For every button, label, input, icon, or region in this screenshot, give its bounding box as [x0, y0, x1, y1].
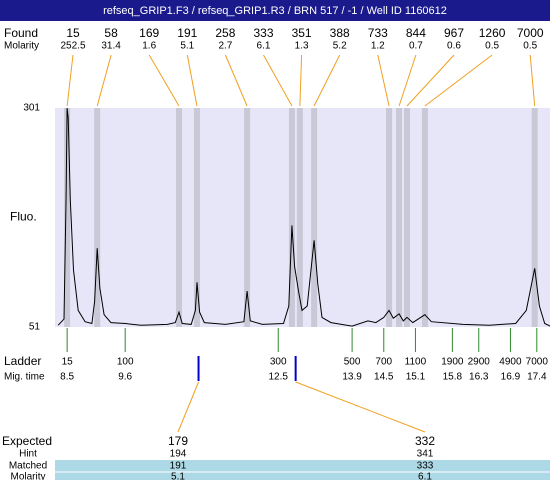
- found-molarity: 0.6: [447, 41, 461, 52]
- found-molarity: 31.4: [101, 41, 121, 52]
- found-molarity: 2.7: [218, 41, 232, 52]
- found-size: 967: [444, 26, 464, 40]
- expected-connector: [177, 381, 200, 433]
- y-tick-label: 301: [23, 103, 40, 114]
- row-label: Molarity: [10, 472, 45, 480]
- ladder-label: Ladder: [4, 354, 41, 368]
- found-size: 15: [66, 26, 80, 40]
- peak-band: [403, 108, 410, 327]
- found-label: Found: [4, 26, 38, 40]
- ladder-time: 9.6: [118, 372, 132, 383]
- found-molarity: 252.5: [60, 41, 85, 52]
- ladder-size: 2900: [468, 357, 491, 368]
- expected-value: 179: [168, 434, 188, 448]
- peak-band: [386, 108, 393, 327]
- molarity-label: Molarity: [4, 41, 39, 52]
- connector: [66, 54, 74, 107]
- peak-band: [296, 108, 303, 327]
- ladder-time: 12.5: [268, 372, 288, 383]
- found-molarity: 1.6: [142, 41, 156, 52]
- found-size: 1260: [479, 26, 506, 40]
- found-size: 58: [104, 26, 118, 40]
- row-label: Expected: [2, 434, 52, 448]
- row-label: Matched: [9, 461, 47, 472]
- found-size: 351: [292, 26, 312, 40]
- connector: [529, 54, 536, 107]
- peak-band: [421, 108, 428, 327]
- expected-connector: [295, 381, 426, 433]
- found-size: 258: [215, 26, 235, 40]
- connector: [398, 54, 417, 107]
- ladder-time: 14.5: [374, 372, 394, 383]
- expected-value: 332: [415, 434, 435, 448]
- ladder-size: 7000: [526, 357, 549, 368]
- connector: [313, 54, 341, 107]
- peak-band: [311, 108, 318, 327]
- y-tick-label: 51: [29, 322, 41, 333]
- peak-band: [531, 108, 538, 327]
- ladder-size: 15: [62, 357, 74, 368]
- ladder-size: 300: [270, 357, 287, 368]
- matched-value: 333: [417, 461, 434, 472]
- found-size: 7000: [517, 26, 544, 40]
- hint-value: 341: [417, 449, 434, 460]
- ladder-size: 1900: [441, 357, 464, 368]
- peak-band: [176, 108, 183, 327]
- mig-time-label: Mig. time: [4, 372, 45, 383]
- found-molarity: 6.1: [257, 41, 271, 52]
- title-bar: [0, 0, 550, 21]
- found-size: 169: [139, 26, 159, 40]
- found-molarity: 5.2: [333, 41, 347, 52]
- found-size: 191: [177, 26, 197, 40]
- title: refseq_GRIP1.F3 / refseq_GRIP1.R3 / BRN …: [103, 5, 447, 17]
- found-molarity: 1.2: [371, 41, 385, 52]
- hint-value: 194: [170, 449, 187, 460]
- found-size: 388: [330, 26, 350, 40]
- found-molarity: 0.5: [485, 41, 499, 52]
- connector: [424, 54, 493, 107]
- ladder-size: 700: [375, 357, 392, 368]
- peak-band: [193, 108, 200, 327]
- matched-value: 191: [170, 461, 187, 472]
- connector: [186, 54, 198, 107]
- connector: [299, 54, 303, 107]
- trace: [57, 107, 550, 327]
- found-size: 733: [368, 26, 388, 40]
- molarity-value: 5.1: [171, 472, 185, 480]
- found-molarity: 0.7: [409, 41, 423, 52]
- ladder-time: 15.8: [443, 372, 463, 383]
- ladder-time: 16.9: [501, 372, 521, 383]
- matched-background: [55, 460, 550, 480]
- row-label: Hint: [19, 449, 37, 460]
- ladder-size: 100: [117, 357, 134, 368]
- connector: [263, 54, 293, 107]
- peak-band: [64, 108, 71, 327]
- ladder-time: 8.5: [60, 372, 74, 383]
- found-molarity: 0.5: [523, 41, 537, 52]
- peak-band: [244, 108, 251, 327]
- connector: [224, 54, 248, 107]
- ladder-time: 17.4: [527, 372, 547, 383]
- connector: [148, 54, 180, 107]
- found-molarity: 1.3: [295, 41, 309, 52]
- peak-band: [288, 108, 295, 327]
- ladder-time: 13.9: [342, 372, 362, 383]
- found-size: 844: [406, 26, 426, 40]
- connector: [377, 54, 390, 107]
- ladder-time: 16.3: [469, 372, 489, 383]
- found-size: 333: [253, 26, 273, 40]
- y-axis-label: Fluo.: [10, 210, 37, 224]
- ladder-time: 15.1: [406, 372, 426, 383]
- ladder-size: 1100: [405, 357, 427, 368]
- found-molarity: 5.1: [180, 41, 194, 52]
- peak-band: [94, 108, 101, 327]
- ladder-size: 4900: [499, 357, 522, 368]
- molarity-value: 6.1: [418, 472, 432, 480]
- connector: [96, 54, 112, 107]
- peak-band: [396, 108, 403, 327]
- ladder-size: 500: [344, 357, 361, 368]
- connector: [406, 54, 455, 107]
